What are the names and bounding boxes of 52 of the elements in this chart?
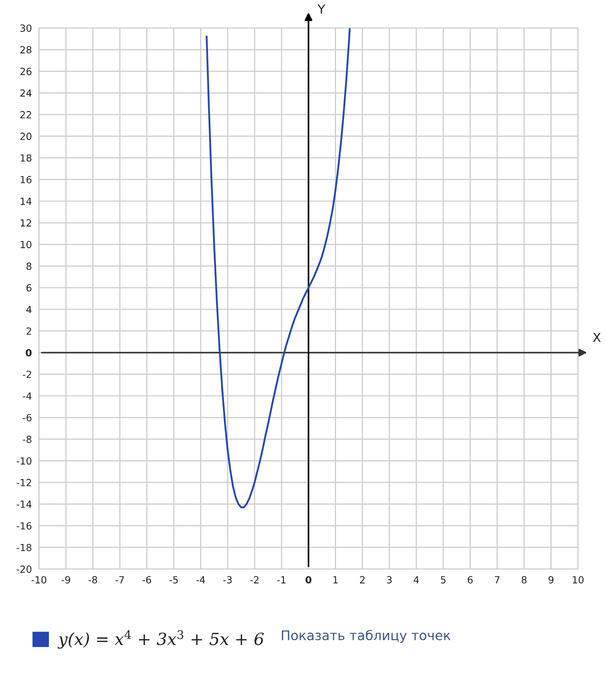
y-tick-label: 20 — [20, 132, 32, 140]
y-tick-label: 28 — [20, 46, 32, 54]
y-tick-label: 30 — [20, 24, 32, 32]
x-tick-label: -1 — [277, 576, 286, 584]
x-tick-label: -10 — [32, 576, 46, 584]
y-tick-label: 26 — [20, 68, 32, 76]
y-tick-label: -8 — [22, 436, 32, 443]
y-tick-label: 14 — [20, 198, 32, 205]
x-tick-label: 4 — [414, 576, 419, 584]
x-tick-label: 8 — [522, 576, 527, 584]
y-tick-label: -12 — [16, 478, 32, 486]
y-tick-label: 22 — [20, 111, 32, 118]
x-tick-label: -9 — [62, 576, 70, 584]
x-tick-label: 9 — [548, 576, 554, 584]
y-tick-label: -4 — [22, 392, 32, 400]
x-tick-label: 3 — [387, 576, 392, 584]
x-tick-label: 2 — [360, 576, 365, 584]
y-tick-label: 12 — [20, 219, 32, 226]
x-tick-label: 0 — [306, 576, 312, 584]
y-tick-label: -14 — [16, 500, 32, 508]
x-tick-label: -2 — [250, 576, 258, 584]
y-axis-title: Y — [318, 4, 326, 14]
y-tick-label: 2 — [26, 327, 32, 335]
y-tick-label: 0 — [26, 349, 32, 356]
y-tick-label: 24 — [20, 89, 32, 97]
x-tick-label: -6 — [142, 576, 152, 584]
x-tick-label: -8 — [88, 576, 98, 584]
line-series — [206, 28, 351, 508]
y-tick-label: -2 — [22, 370, 32, 378]
x-tick-label: -7 — [115, 576, 124, 584]
x-tick-label: 6 — [468, 576, 473, 584]
x-axis-title: X — [592, 332, 601, 342]
x-tick-label: 5 — [440, 576, 446, 584]
x-tick-label: 10 — [572, 576, 584, 584]
y-tick-label: 16 — [20, 176, 32, 184]
y-tick-label: 6 — [26, 284, 32, 292]
y-tick-label: -10 — [16, 457, 32, 465]
x-tick-label: -5 — [169, 576, 178, 584]
x-tick-label: -4 — [196, 576, 205, 584]
y-tick-label: 8 — [26, 262, 32, 270]
y-tick-label: -6 — [22, 414, 32, 422]
y-tick-label: -20 — [16, 565, 32, 573]
text: Показать таблицу точек — [282, 630, 450, 643]
x-tick-label: -3 — [223, 576, 232, 584]
y-tick-label: -18 — [16, 544, 32, 552]
y-tick-label: 4 — [26, 306, 32, 314]
x-tick-label: 7 — [494, 576, 500, 584]
legend-label: y(x) = x$^{4}$ + 3x$^{3}$ + 5x + 6 — [58, 630, 264, 649]
y-tick-label: 10 — [20, 240, 32, 248]
y-tick-label: 18 — [20, 154, 32, 162]
x-tick-label: 1 — [333, 576, 338, 584]
y-tick-label: -16 — [16, 522, 32, 530]
